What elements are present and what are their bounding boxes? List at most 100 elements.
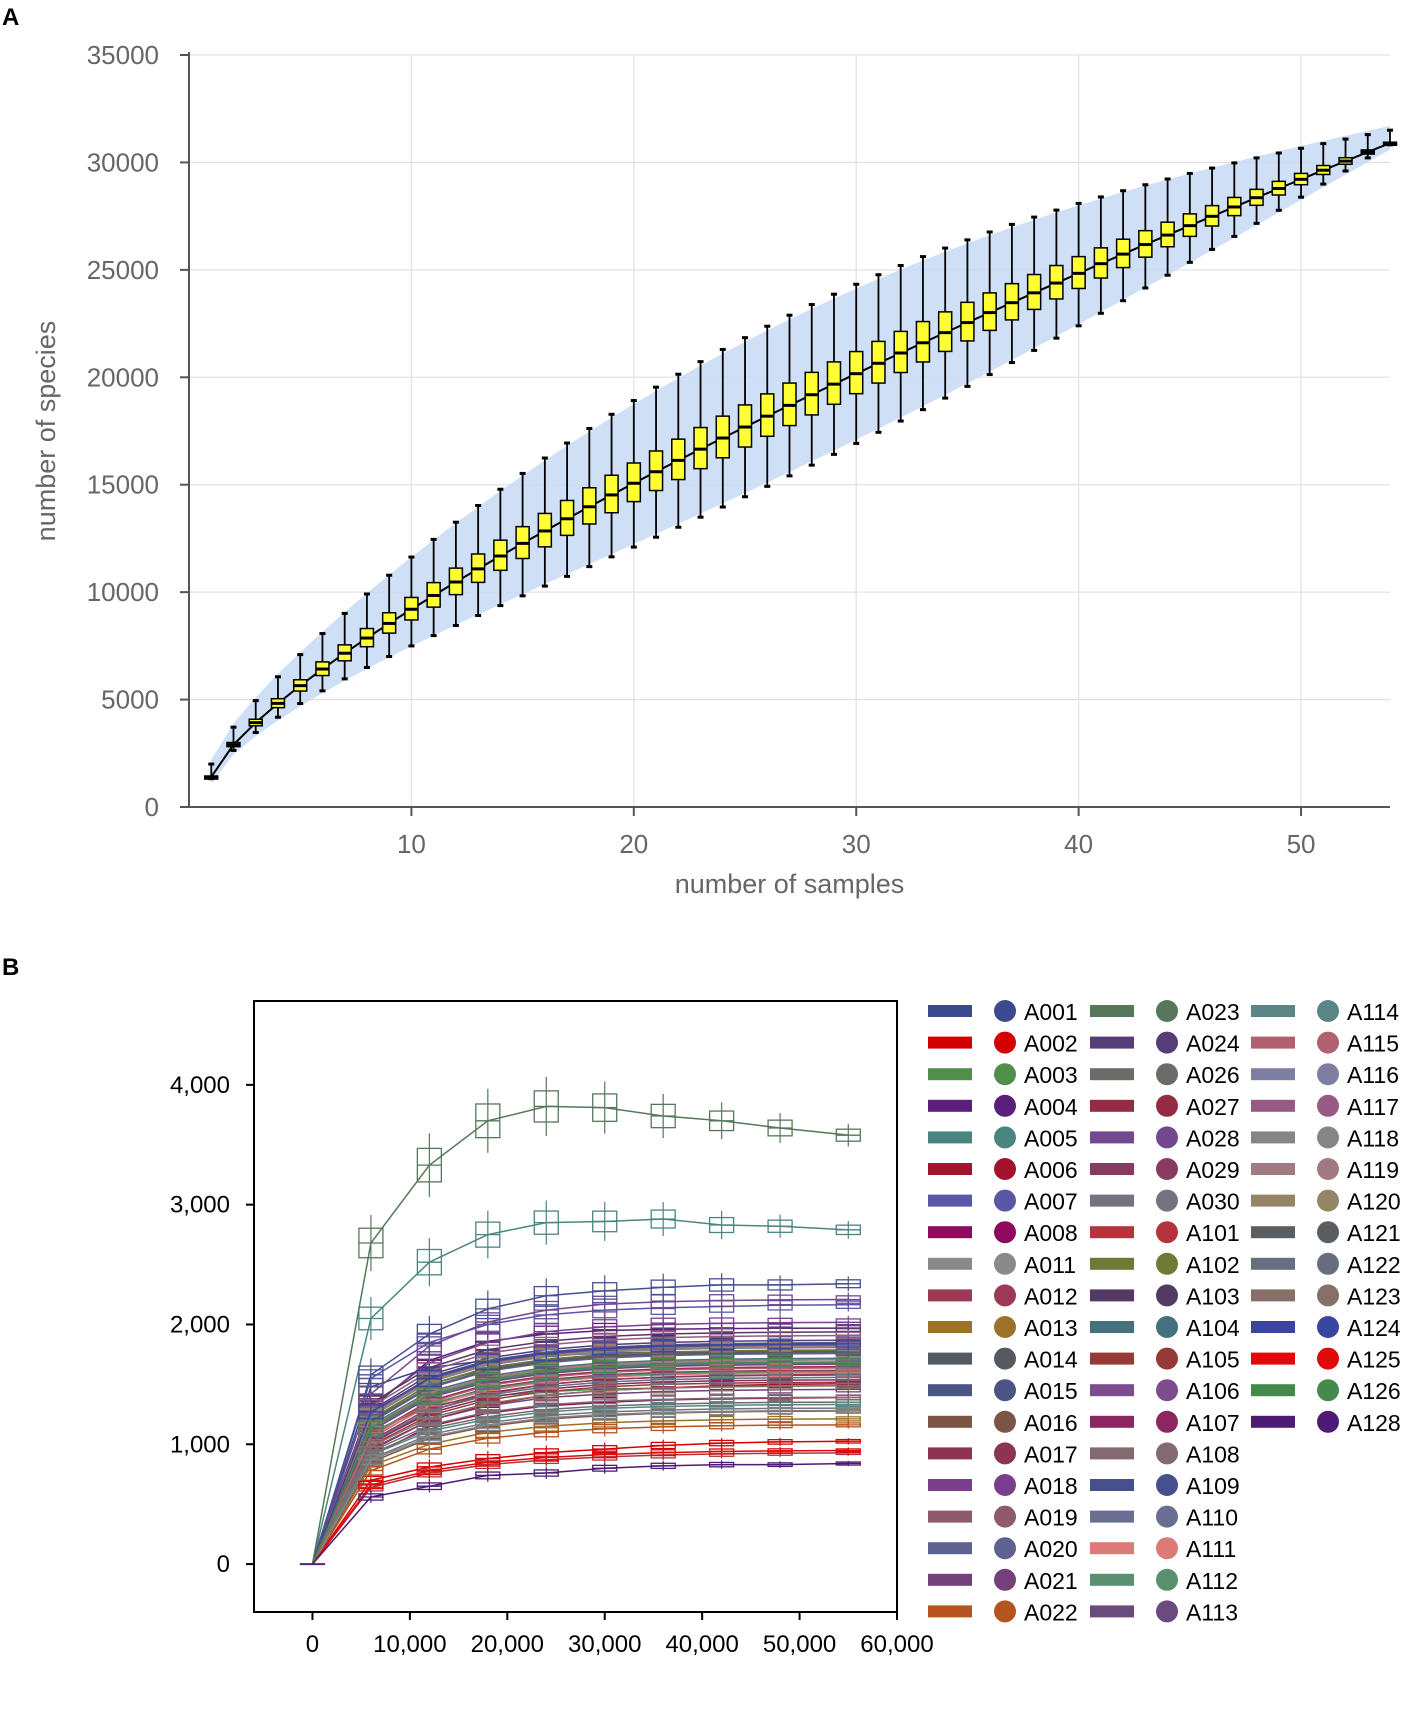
box-A109-6: [650, 1273, 676, 1302]
series-line-A128: [311, 1462, 849, 1565]
x-tick-label-10: 10: [397, 829, 426, 859]
box-A128-5: [592, 1462, 618, 1474]
legend-label-A103: A103: [1186, 1283, 1240, 1309]
x-tick-label-50: 50: [1287, 829, 1316, 859]
legend-swatch-A106: [1090, 1384, 1134, 1397]
legend-label-A118: A118: [1347, 1125, 1399, 1151]
series-line-A107: [311, 1379, 849, 1565]
legend-swatch-A023: [1090, 1005, 1134, 1017]
legend-label-A008: A008: [1024, 1220, 1078, 1246]
legend-marker-A115: [1317, 1031, 1339, 1054]
series-line-A108: [311, 1396, 849, 1565]
series-line-A029: [311, 1374, 849, 1565]
series-A028: [311, 1288, 861, 1565]
legend-marker-A003: [994, 1063, 1016, 1086]
box-A126-1: [358, 1415, 384, 1440]
legend-label-A011: A011: [1024, 1252, 1076, 1278]
legend-label-A019: A019: [1024, 1505, 1078, 1531]
legend-marker-A011: [994, 1252, 1016, 1275]
legend-marker-A019: [994, 1505, 1016, 1528]
box-48: [1249, 156, 1264, 225]
x-tick-label-40: 40: [1064, 829, 1093, 859]
legend-swatch-A029: [1090, 1163, 1134, 1175]
box-A005-1: [358, 1297, 384, 1340]
legend-label-A126: A126: [1347, 1378, 1401, 1404]
legend-item-A114: A114: [1251, 999, 1399, 1025]
box-A005-8: [767, 1214, 793, 1238]
legend-label-A128: A128: [1347, 1410, 1401, 1436]
legend-item-A001: A001: [928, 999, 1078, 1025]
legend-marker-A030: [1156, 1189, 1178, 1212]
legend-label-A112: A112: [1186, 1568, 1238, 1594]
box-A118-3: [475, 1415, 501, 1436]
box-A022-6: [650, 1420, 676, 1434]
legend-item-A128: A128: [1251, 1410, 1401, 1436]
legend-label-A110: A110: [1186, 1505, 1238, 1531]
box-A109-3: [475, 1290, 501, 1328]
legend-label-A023: A023: [1186, 999, 1240, 1025]
legend-swatch-A006: [928, 1163, 972, 1175]
box-40: [1071, 201, 1086, 328]
legend-swatch-A128: [1251, 1415, 1295, 1428]
series-line-A114: [311, 1403, 849, 1565]
legend-swatch-A117: [1251, 1099, 1295, 1112]
box-A123-5: [592, 1380, 618, 1401]
legend-item-A116: A116: [1251, 1062, 1399, 1088]
legend-label-A021: A021: [1024, 1568, 1078, 1594]
box-10: [404, 555, 419, 648]
box-38: [1026, 215, 1042, 352]
legend-label-A026: A026: [1186, 1062, 1240, 1088]
box-A128-6: [650, 1460, 676, 1471]
legend-label-A001: A001: [1024, 999, 1078, 1025]
box-A109-5: [592, 1275, 618, 1307]
series-line-A002: [311, 1440, 849, 1565]
box-A124-7: [708, 1335, 735, 1355]
legend-label-A030: A030: [1186, 1189, 1240, 1215]
series-line-A126: [311, 1361, 849, 1565]
legend-item-A023: A023: [1090, 999, 1240, 1025]
box-45: [1182, 171, 1198, 264]
legend-marker-A017: [994, 1442, 1016, 1465]
box-A023-7: [708, 1102, 735, 1140]
legend-label-A120: A120: [1347, 1189, 1401, 1215]
box-A123-7: [708, 1379, 735, 1395]
series-line-A104: [311, 1357, 849, 1565]
legend-swatch-A007: [928, 1194, 972, 1207]
box-A125-9: [835, 1447, 861, 1454]
box-27: [782, 313, 797, 478]
legend-swatch-A120: [1251, 1194, 1295, 1207]
box-44: [1160, 177, 1175, 277]
legend-item-A106: A106: [1090, 1378, 1240, 1404]
box-A126-8: [767, 1355, 793, 1370]
legend-swatch-A123: [1251, 1289, 1295, 1302]
chart-a: 0 5000 10000 15000 20000 25000 30000 35000 10 20 3…: [31, 40, 1398, 899]
legend-label-A114: A114: [1347, 999, 1399, 1025]
box-37: [1004, 222, 1020, 365]
legend-label-A116: A116: [1347, 1062, 1399, 1088]
box-A109-8: [767, 1275, 793, 1295]
box-20: [626, 399, 642, 549]
legend-item-A119: A119: [1251, 1157, 1399, 1183]
legend-swatch-A026: [1090, 1068, 1134, 1081]
x-tick-label-40000: 40,000: [665, 1631, 738, 1658]
series-line-A106: [311, 1344, 849, 1565]
legend-swatch-A113: [1090, 1605, 1134, 1618]
legend-label-A024: A024: [1186, 1031, 1240, 1057]
box-A022-9: [835, 1421, 861, 1429]
series-line-A026: [311, 1401, 849, 1565]
legend-item-A027: A027: [1090, 1094, 1240, 1120]
box-A023-8: [767, 1113, 793, 1143]
legend-marker-A112: [1156, 1568, 1178, 1591]
legend-label-A012: A012: [1024, 1283, 1078, 1309]
legend-item-A103: A103: [1090, 1283, 1240, 1309]
x-tick-label-10000: 10,000: [373, 1631, 446, 1658]
series-A118: [311, 1404, 861, 1565]
box-A128-1: [358, 1491, 384, 1503]
series-line-A121: [311, 1351, 849, 1565]
legend-marker-A016: [994, 1410, 1016, 1433]
legend-swatch-A024: [1090, 1036, 1134, 1049]
box-49: [1271, 151, 1287, 212]
box-A128-7: [708, 1460, 735, 1469]
legend-item-A121: A121: [1251, 1220, 1401, 1246]
box-A123-4: [533, 1384, 559, 1407]
